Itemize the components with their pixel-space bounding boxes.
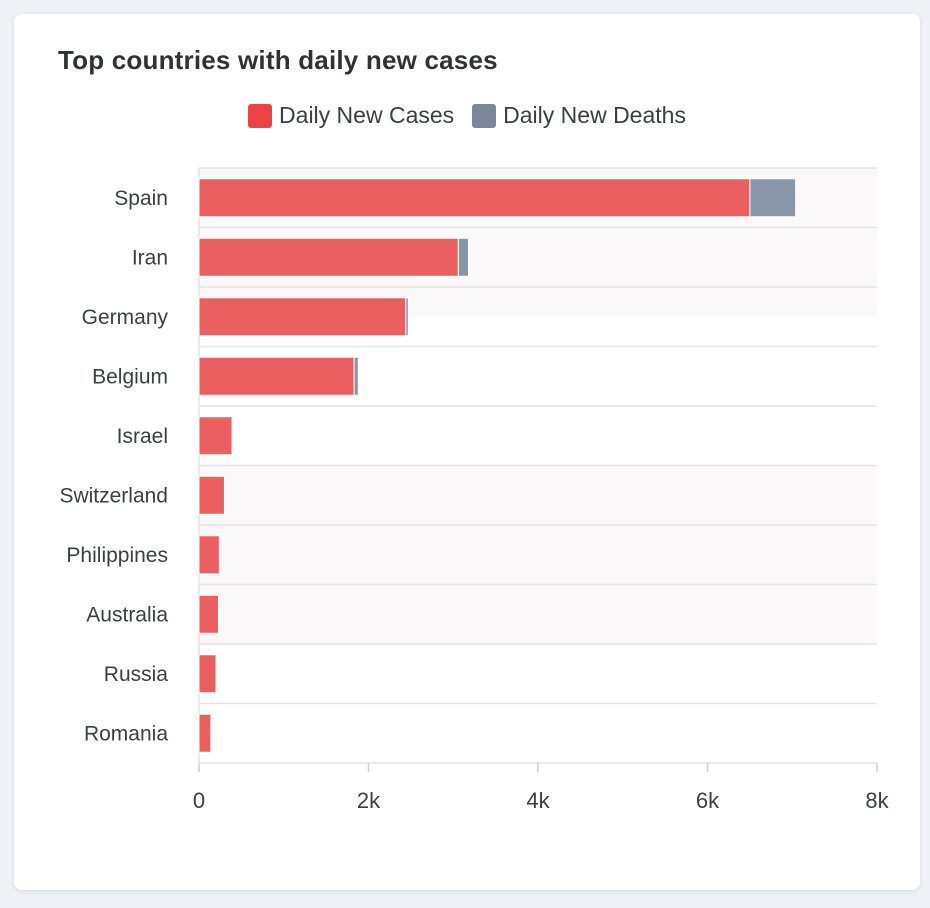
row-band [199, 584, 877, 644]
chart-legend: Daily New Cases Daily New Deaths [14, 102, 920, 129]
x-tick-label: 8k [865, 788, 889, 813]
bar-deaths[interactable] [353, 356, 359, 396]
y-tick-label: Philippines [66, 544, 168, 567]
legend-swatch-cases [248, 103, 273, 128]
legend-label-deaths: Daily New Deaths [503, 102, 686, 128]
bar-cases[interactable] [198, 297, 407, 337]
bar-cases[interactable] [198, 594, 219, 634]
legend-item-deaths[interactable]: Daily New Deaths [472, 102, 686, 129]
y-tick-label: Spain [114, 187, 168, 210]
bar-cases[interactable] [198, 237, 459, 277]
y-tick-label: Israel [117, 425, 168, 448]
bar-cases[interactable] [198, 654, 217, 694]
y-tick-label: Switzerland [59, 484, 168, 507]
bar-cases[interactable] [198, 416, 233, 456]
bar-cases[interactable] [198, 356, 355, 396]
bar-deaths[interactable] [405, 297, 409, 337]
x-tick-label: 4k [526, 788, 550, 813]
chart-title: Top countries with daily new cases [58, 45, 498, 75]
y-tick-label: Russia [104, 663, 169, 686]
y-tick-label: Iran [132, 246, 168, 269]
bar-deaths[interactable] [749, 178, 797, 218]
row-band [199, 465, 877, 525]
y-tick-label: Australia [86, 603, 168, 626]
bar-cases[interactable] [198, 535, 220, 575]
bar-cases[interactable] [198, 178, 751, 218]
bar-cases[interactable] [198, 713, 212, 753]
x-tick-label: 0 [193, 788, 205, 813]
legend-item-cases[interactable]: Daily New Cases [248, 102, 454, 129]
y-tick-label: Germany [82, 306, 169, 329]
row-band [199, 525, 877, 585]
x-tick-label: 2k [357, 788, 381, 813]
legend-swatch-deaths [472, 103, 497, 128]
bar-deaths[interactable] [457, 237, 470, 277]
y-tick-label: Belgium [92, 365, 168, 388]
y-tick-label: Romania [84, 722, 168, 745]
chart-card: Top countries with daily new cases Daily… [14, 14, 920, 890]
bar-cases[interactable] [198, 475, 225, 515]
x-tick-label: 6k [696, 788, 720, 813]
legend-label-cases: Daily New Cases [279, 102, 455, 128]
